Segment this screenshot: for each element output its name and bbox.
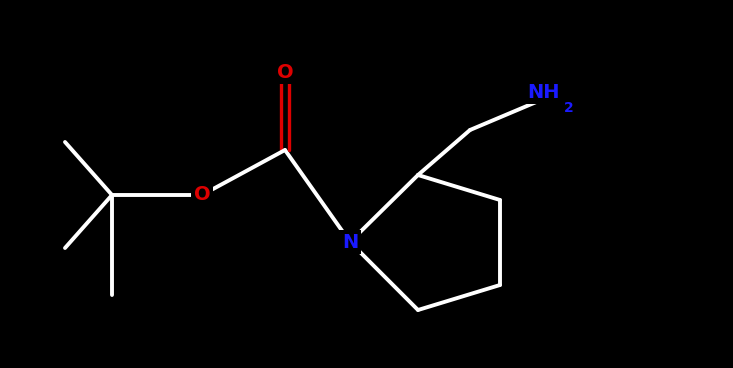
- Text: O: O: [194, 185, 210, 205]
- Text: O: O: [276, 63, 293, 81]
- Text: N: N: [342, 233, 358, 251]
- Text: 2: 2: [564, 101, 573, 115]
- Text: NH: NH: [528, 82, 560, 102]
